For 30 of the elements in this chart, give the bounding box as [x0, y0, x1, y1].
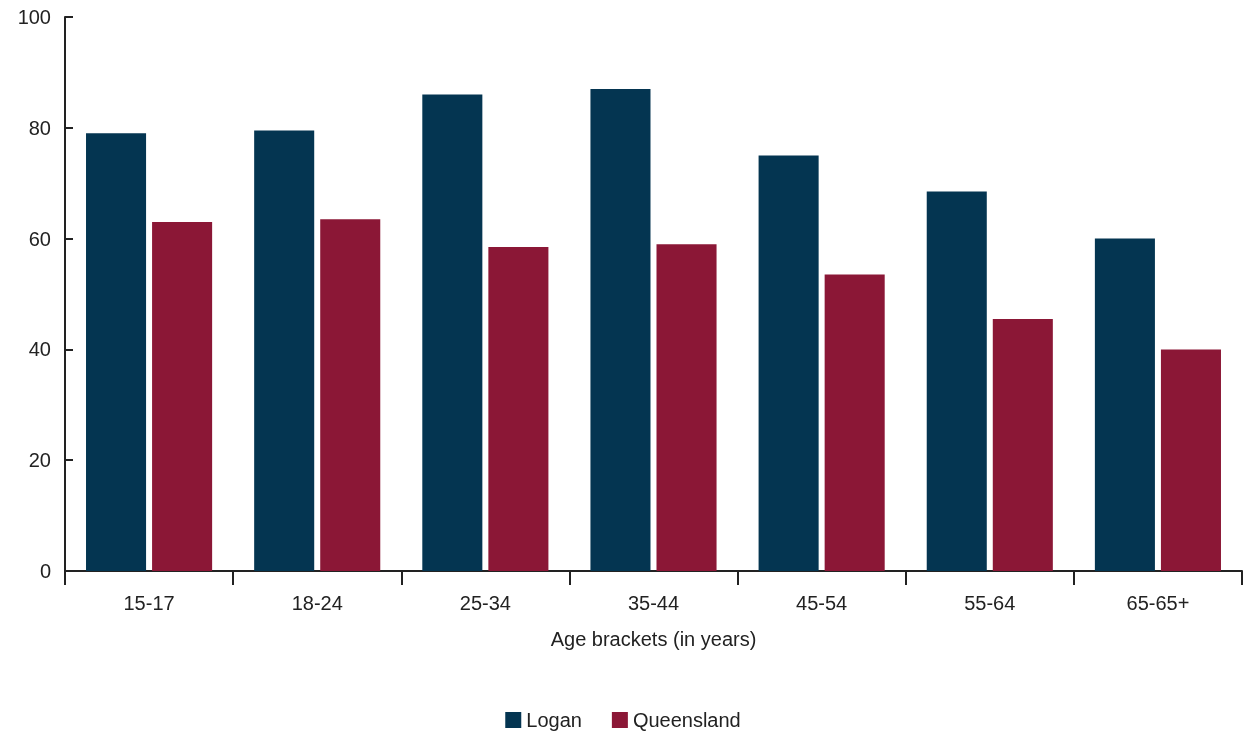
bar: [758, 155, 819, 571]
y-tick-label: 40: [28, 338, 51, 361]
y-tick-label: 80: [28, 116, 51, 139]
bar: [656, 244, 717, 571]
legend-label: Queensland: [632, 709, 741, 731]
y-tick-label: 0: [39, 560, 51, 582]
legend-label: Logan: [526, 709, 582, 731]
bar: [152, 221, 213, 571]
bar: [992, 318, 1053, 571]
y-tick-label: 100: [17, 6, 51, 28]
x-axis-title: Age brackets (in years): [550, 628, 757, 650]
bar: [422, 94, 483, 571]
bar: [488, 246, 549, 571]
x-tick-label: 65-65+: [1126, 592, 1190, 614]
y-tick-label: 20: [28, 449, 51, 472]
bar: [590, 89, 651, 571]
bar: [320, 219, 381, 571]
y-tick-label: 60: [28, 227, 51, 250]
bar: [1160, 349, 1221, 571]
x-tick-label: 18-24: [291, 592, 343, 614]
x-tick-label: 35-44: [627, 592, 680, 614]
bar: [1094, 238, 1155, 571]
x-tick-label: 25-34: [459, 592, 511, 614]
bar: [824, 274, 885, 571]
bar: [926, 191, 987, 571]
x-tick-label: 15-17: [123, 592, 175, 614]
x-tick-label: 55-64: [964, 592, 1016, 614]
bar: [86, 133, 147, 571]
bar: [254, 130, 315, 571]
x-tick-label: 45-54: [796, 592, 848, 614]
